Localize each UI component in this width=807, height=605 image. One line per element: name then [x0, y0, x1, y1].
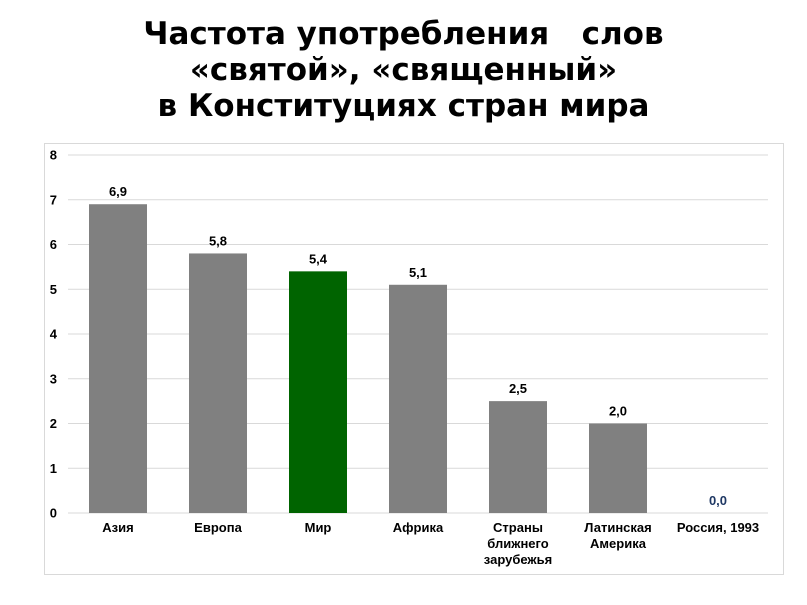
data-label: 2,5	[509, 381, 527, 396]
x-tick-label: Америка	[590, 536, 647, 551]
bar	[189, 253, 247, 513]
data-label: 6,9	[109, 184, 127, 199]
y-tick-label: 4	[50, 327, 58, 342]
y-tick-label: 6	[50, 237, 57, 252]
x-tick-label: ближнего	[487, 536, 548, 551]
data-label: 0,0	[709, 493, 727, 508]
y-tick-label: 3	[50, 371, 57, 386]
y-tick-label: 7	[50, 192, 57, 207]
bar	[89, 204, 147, 513]
x-tick-label: Страны	[493, 520, 543, 535]
chart-frame	[44, 143, 784, 575]
bar	[289, 271, 347, 513]
x-tick-label: зарубежья	[484, 552, 552, 567]
y-tick-label: 0	[50, 506, 57, 521]
bar	[389, 284, 447, 513]
data-label: 5,8	[209, 233, 227, 248]
bar	[489, 401, 547, 513]
chart-title-line-3: в Конституциях стран мира	[157, 88, 650, 124]
x-tick-label: Азия	[102, 520, 133, 535]
chart-title-line-1: Частота употребления слов	[143, 16, 664, 52]
x-tick-label: Мир	[305, 520, 332, 535]
x-tick-label: Африка	[393, 520, 444, 535]
y-tick-label: 5	[50, 282, 57, 297]
data-label: 2,0	[609, 404, 627, 419]
y-tick-label: 8	[50, 148, 57, 163]
x-tick-label: Латинская	[584, 520, 651, 535]
x-tick-label: Россия, 1993	[677, 520, 759, 535]
y-tick-label: 1	[50, 461, 57, 476]
bar	[589, 423, 647, 513]
x-tick-label: Европа	[194, 520, 242, 535]
data-label: 5,4	[309, 251, 328, 266]
y-tick-label: 2	[50, 416, 57, 431]
data-label: 5,1	[409, 265, 427, 280]
chart-title-line-2: «святой», «священный»	[189, 52, 618, 88]
chart-title: Частота употребления слов «святой», «свя…	[0, 16, 807, 124]
